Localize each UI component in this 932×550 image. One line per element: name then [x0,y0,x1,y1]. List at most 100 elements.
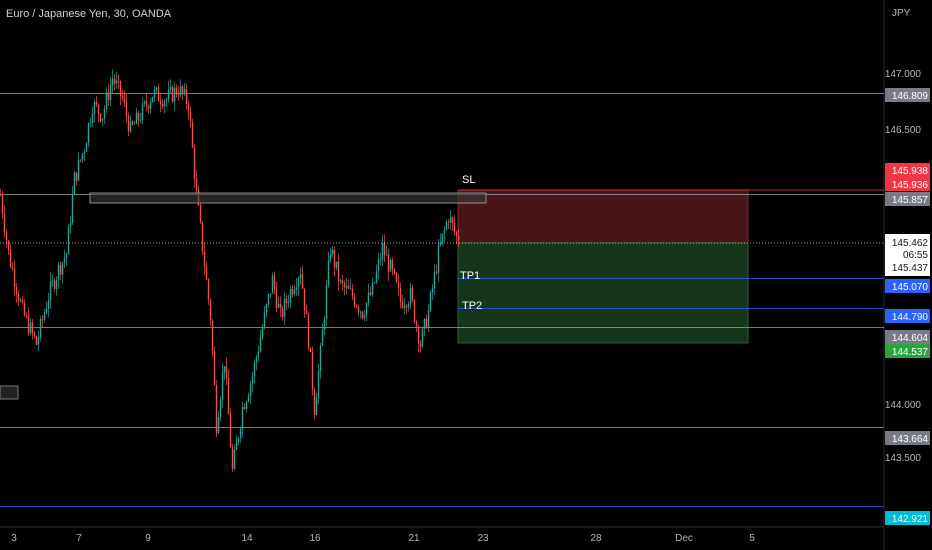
candle-body [147,105,150,109]
candle-body [1,194,4,215]
price-badge-label: 144.790 [892,312,929,323]
candle-body [73,172,76,195]
candle-body [245,401,248,410]
candle-body [117,80,120,82]
candle-body [341,280,344,284]
candle-body [9,250,12,267]
y-tick-label: 147.000 [885,69,922,80]
candle-body [123,97,126,103]
candle-body [447,222,450,223]
candle-body [273,275,276,290]
candle-body [127,116,130,132]
candle-body [457,236,460,242]
candle-body [279,303,282,309]
candle-body [209,300,212,321]
candle-body [401,301,404,308]
candle-body [435,271,438,273]
bid-price-value: 145.437 [892,263,929,274]
candle-body [379,259,382,261]
candle-body [439,242,442,246]
candle-body [375,270,378,283]
take-profit-zone[interactable] [457,242,749,344]
candle-body [61,262,64,275]
candle-body [357,307,360,312]
candle-body [363,315,366,318]
price-badge-label: 143.664 [892,434,929,445]
price-badge [885,344,930,358]
candle-body [405,306,408,308]
candle-body [451,217,454,224]
candle-body [173,87,176,102]
price-badge-label: 144.604 [892,333,929,344]
candle-body [265,304,268,313]
candle-body [105,92,108,109]
candle-body [227,378,230,415]
candlestick-series [0,69,460,472]
candle-body [433,271,436,289]
candle-body [325,285,328,319]
resistance-box[interactable] [89,192,487,204]
candle-body [85,143,88,153]
candle-body [149,102,152,109]
candle-body [335,261,338,268]
candle-body [297,278,300,288]
candle-body [231,447,234,469]
stop-loss-zone[interactable] [457,189,749,244]
candle-body [87,123,90,144]
candle-body [119,81,122,96]
candle-body [13,268,16,287]
candle-body [91,113,94,123]
chart-title: Euro / Japanese Yen, 30, OANDA [6,8,172,20]
candle-body [455,231,458,237]
candle-body [225,366,228,379]
candle-body [403,306,406,308]
candle-body [159,101,162,104]
currency-label: JPY [892,8,911,19]
candle-body [369,292,372,295]
candle-body [31,322,34,333]
candle-body [249,383,252,396]
price-badge-label: 145.938 [892,166,929,177]
candle-body [311,351,314,390]
candle-body [239,428,242,438]
candle-body [251,376,254,384]
candle-body [305,310,308,315]
candle-body [337,261,340,282]
bar-countdown: 06:55 [903,250,928,261]
candle-body [321,329,324,346]
candle-body [219,399,222,418]
candle-body [299,274,302,279]
candle-body [259,338,262,352]
candle-body [95,101,98,105]
candle-body [317,370,320,398]
candle-body [153,89,156,97]
candle-body [5,232,8,241]
price-badge [885,330,930,344]
candle-body [79,159,82,161]
price-badge [885,177,930,191]
x-tick-label: 16 [309,533,321,544]
candle-body [215,384,218,434]
candle-body [51,280,54,282]
candle-body [283,298,286,317]
candle-body [371,282,374,295]
candle-body [47,300,50,309]
candle-body [81,153,84,160]
candle-body [285,298,288,303]
candle-body [315,397,318,415]
price-badge [885,511,930,525]
candle-body [381,243,384,260]
candle-body [7,240,10,251]
candle-body [271,275,274,294]
candle-body [233,450,236,469]
candle-body [423,318,426,329]
candle-body [365,303,368,316]
candle-body [181,85,184,94]
candle-body [41,319,44,320]
candle-body [177,94,180,96]
left-marker-box[interactable] [0,385,19,400]
candle-body [151,96,154,103]
x-tick-label: 21 [408,533,420,544]
